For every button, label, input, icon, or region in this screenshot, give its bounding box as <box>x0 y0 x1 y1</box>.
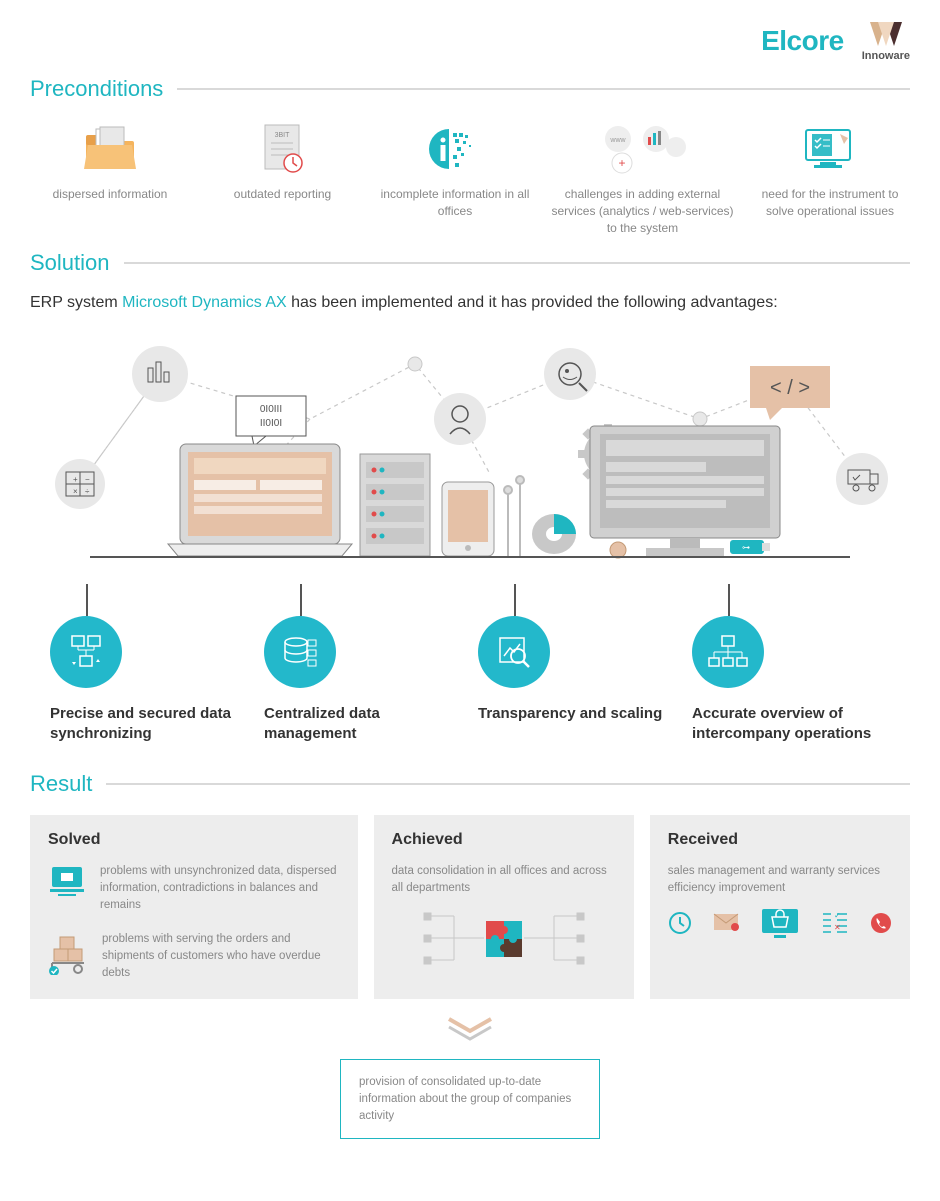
advantages-row: Precise and secured data synchronizing C… <box>30 584 910 743</box>
received-text: sales management and warranty services e… <box>668 863 892 896</box>
adv-item-1: Centralized data management <box>264 584 462 743</box>
cluster-icon: www + <box>598 120 688 178</box>
innoware-mark-icon <box>864 20 908 50</box>
monitor-check-icon <box>800 120 860 178</box>
card-achieved: Achieved data consolidation in all offic… <box>374 815 634 999</box>
provision-text: provision of consolidated up-to-date inf… <box>359 1076 571 1121</box>
pc-label-0: dispersed information <box>53 186 168 203</box>
adv-item-3: Accurate overview of intercompany operat… <box>692 584 890 743</box>
pc-label-3: challenges in adding external services (… <box>548 186 738 236</box>
svg-text:×: × <box>73 487 78 496</box>
report-icon: 3BIT <box>259 120 307 178</box>
adv-label-0: Precise and secured data synchronizing <box>50 704 248 743</box>
sync-icon <box>50 616 122 688</box>
solution-illustration: + − × ÷ < / > <box>30 334 910 584</box>
puzzle-network-icon <box>392 905 616 975</box>
chevron-down-icon <box>445 1017 495 1041</box>
adv-connector <box>728 584 730 616</box>
logo-innoware-text: Innoware <box>862 50 910 62</box>
section-title-result: Result <box>30 771 92 797</box>
provision-box: provision of consolidated up-to-date inf… <box>340 1059 600 1139</box>
section-rule <box>124 262 910 264</box>
svg-text:+: + <box>73 475 78 484</box>
svg-text:÷: ÷ <box>85 487 90 496</box>
svg-text:✕: ✕ <box>834 923 841 932</box>
pc-item-2: incomplete information in all offices <box>375 120 535 236</box>
adv-label-1: Centralized data management <box>264 704 462 743</box>
svg-text:✓: ✓ <box>834 911 841 920</box>
basket-monitor-icon <box>760 907 800 939</box>
adv-connector <box>300 584 302 616</box>
solution-intro-prefix: ERP system <box>30 294 122 311</box>
checklist-icon: ✓ ✕ <box>821 910 849 936</box>
card-received: Received sales management and warranty s… <box>650 815 910 999</box>
pc-item-4: need for the instrument to solve operati… <box>750 120 910 236</box>
section-title-solution: Solution <box>30 250 110 276</box>
provision-wrap: provision of consolidated up-to-date inf… <box>30 1017 910 1139</box>
org-icon <box>692 616 764 688</box>
solution-header: Solution <box>30 250 910 276</box>
svg-text:www: www <box>609 137 626 144</box>
mail-icon <box>713 913 739 933</box>
adv-label-2: Transparency and scaling <box>478 704 662 724</box>
svg-text:II0I0I: II0I0I <box>260 418 282 429</box>
info-pixel-icon <box>425 120 485 178</box>
pc-label-2: incomplete information in all offices <box>375 186 535 220</box>
solution-intro-suffix: has been implemented and it has provided… <box>287 294 778 311</box>
adv-item-0: Precise and secured data synchronizing <box>50 584 248 743</box>
card-title-received: Received <box>668 831 892 849</box>
svg-text:⊶: ⊶ <box>742 543 750 552</box>
monitor-folder-icon <box>48 863 88 913</box>
solved-text-0: problems with unsynchronized data, dispe… <box>100 863 340 913</box>
db-icon <box>264 616 336 688</box>
svg-text:0I0III: 0I0III <box>260 404 282 415</box>
adv-connector <box>514 584 516 616</box>
svg-text:< / >: < / > <box>770 377 810 399</box>
clock-icon <box>668 911 692 935</box>
svg-text:+: + <box>618 156 625 170</box>
card-title-achieved: Achieved <box>392 831 616 849</box>
pc-label-1: outdated reporting <box>234 186 331 203</box>
section-rule <box>106 783 910 785</box>
solution-intro-highlight: Microsoft Dynamics AX <box>122 294 286 311</box>
adv-item-2: Transparency and scaling <box>478 584 676 743</box>
pc-item-3: www + challenges in adding external serv… <box>548 120 738 236</box>
solved-item-1: problems with serving the orders and shi… <box>48 931 340 981</box>
achieved-text: data consolidation in all offices and ac… <box>392 863 616 896</box>
pc-label-4: need for the instrument to solve operati… <box>750 186 910 220</box>
section-title-preconditions: Preconditions <box>30 76 163 102</box>
adv-connector <box>86 584 88 616</box>
solved-item-0: problems with unsynchronized data, dispe… <box>48 863 340 913</box>
solved-text-1: problems with serving the orders and shi… <box>102 931 340 981</box>
adv-label-3: Accurate overview of intercompany operat… <box>692 704 890 743</box>
logo-elcore: Elcore <box>761 25 844 57</box>
zoom-chart-icon <box>478 616 550 688</box>
phone-icon <box>870 912 892 934</box>
preconditions-row: dispersed information 3BIT outdated repo… <box>30 120 910 236</box>
card-title-solved: Solved <box>48 831 340 849</box>
result-header: Result <box>30 771 910 797</box>
pc-item-0: dispersed information <box>30 120 190 236</box>
pc-item-1: 3BIT outdated reporting <box>203 120 363 236</box>
logos-row: Elcore Innoware <box>30 20 910 62</box>
cart-boxes-icon <box>48 931 90 981</box>
folder-icon <box>80 120 140 178</box>
card-solved: Solved problems with unsynchronized data… <box>30 815 358 999</box>
section-rule <box>177 88 910 90</box>
logo-innoware: Innoware <box>862 20 910 62</box>
preconditions-header: Preconditions <box>30 76 910 102</box>
svg-text:3BIT: 3BIT <box>274 132 290 139</box>
svg-text:−: − <box>85 475 90 484</box>
result-row: Solved problems with unsynchronized data… <box>30 815 910 999</box>
received-icons-row: ✓ ✕ <box>668 907 892 939</box>
solution-intro: ERP system Microsoft Dynamics AX has bee… <box>30 294 910 312</box>
